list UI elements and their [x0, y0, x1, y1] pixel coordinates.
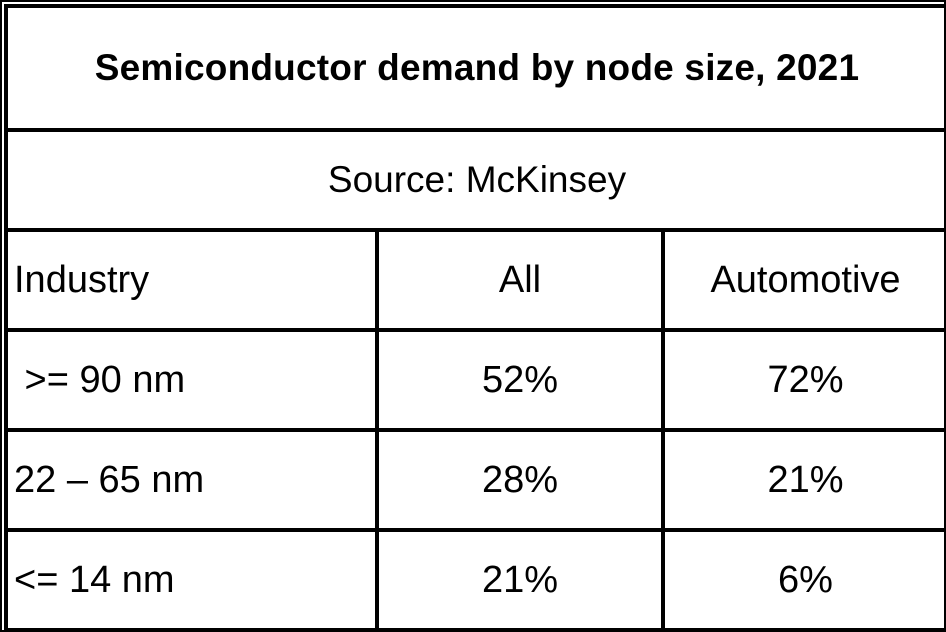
table-row: 22 – 65 nm 28% 21%: [4, 428, 946, 532]
cell-all: 52%: [375, 328, 665, 432]
row-label: 22 – 65 nm: [4, 428, 379, 532]
demand-table: Semiconductor demand by node size, 2021 …: [4, 4, 946, 632]
cell-automotive: 6%: [661, 528, 946, 632]
title-row: Semiconductor demand by node size, 2021: [4, 4, 946, 132]
header-row: Industry All Automotive: [4, 228, 946, 332]
cell-all: 21%: [375, 528, 665, 632]
column-header-industry: Industry: [4, 228, 379, 332]
table-row: <= 14 nm 21% 6%: [4, 528, 946, 632]
cell-automotive: 72%: [661, 328, 946, 432]
cell-automotive: 21%: [661, 428, 946, 532]
table-row: >= 90 nm 52% 72%: [4, 328, 946, 432]
column-header-automotive: Automotive: [661, 228, 946, 332]
source-row: Source: McKinsey: [4, 128, 946, 232]
column-header-all: All: [375, 228, 665, 332]
row-label: >= 90 nm: [4, 328, 379, 432]
table-source: Source: McKinsey: [4, 128, 946, 232]
row-label: <= 14 nm: [4, 528, 379, 632]
table-title: Semiconductor demand by node size, 2021: [4, 4, 946, 132]
cell-all: 28%: [375, 428, 665, 532]
